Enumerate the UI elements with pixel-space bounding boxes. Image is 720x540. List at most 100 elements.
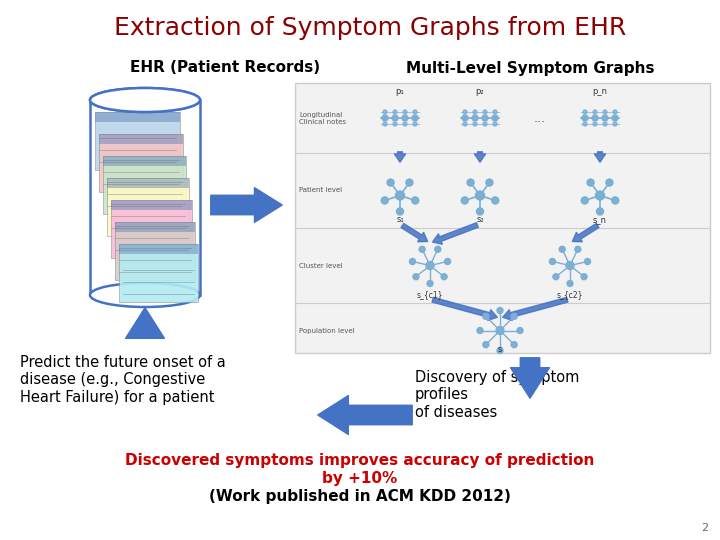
FancyArrowPatch shape (474, 152, 485, 162)
Text: Population level: Population level (299, 327, 355, 334)
Text: ...: ... (534, 111, 546, 125)
Circle shape (511, 342, 517, 348)
Circle shape (511, 313, 517, 319)
Circle shape (413, 274, 419, 280)
Text: Extraction of Symptom Graphs from EHR: Extraction of Symptom Graphs from EHR (114, 16, 626, 40)
Circle shape (496, 327, 504, 334)
Circle shape (413, 110, 417, 114)
Text: s_{c1}: s_{c1} (417, 291, 444, 300)
Text: Longitudinal
Clinical notes: Longitudinal Clinical notes (299, 111, 346, 125)
Circle shape (383, 122, 387, 126)
Circle shape (473, 110, 477, 114)
Bar (107, 178, 189, 188)
Bar (99, 134, 183, 192)
Circle shape (606, 179, 613, 186)
FancyArrowPatch shape (510, 358, 549, 398)
Circle shape (412, 197, 419, 204)
Circle shape (397, 208, 403, 215)
Circle shape (403, 122, 407, 126)
FancyArrowPatch shape (432, 298, 498, 320)
Circle shape (463, 122, 467, 126)
Bar (103, 156, 186, 166)
Circle shape (612, 115, 618, 121)
Circle shape (382, 115, 388, 121)
Circle shape (435, 246, 441, 252)
Bar (103, 156, 186, 214)
Circle shape (567, 280, 573, 287)
FancyArrowPatch shape (503, 298, 568, 320)
Circle shape (419, 246, 426, 252)
Circle shape (393, 110, 397, 114)
FancyArrowPatch shape (401, 224, 428, 242)
Circle shape (612, 197, 618, 204)
Circle shape (387, 179, 394, 186)
Circle shape (596, 208, 603, 215)
Circle shape (613, 110, 617, 114)
Text: s_{c2}: s_{c2} (557, 291, 583, 300)
Circle shape (395, 191, 405, 200)
Text: s_n: s_n (593, 215, 607, 225)
Circle shape (581, 274, 587, 280)
Text: by +10%: by +10% (323, 470, 397, 485)
Circle shape (492, 197, 499, 204)
Text: s₁: s₁ (396, 215, 404, 225)
Bar (115, 222, 195, 232)
Circle shape (593, 110, 597, 114)
FancyArrowPatch shape (395, 152, 405, 162)
FancyArrowPatch shape (433, 222, 478, 244)
Circle shape (549, 259, 555, 265)
Circle shape (472, 115, 478, 121)
Circle shape (441, 274, 447, 280)
Circle shape (582, 115, 588, 121)
Circle shape (497, 348, 503, 354)
Circle shape (493, 110, 497, 114)
Text: s₂: s₂ (476, 215, 484, 225)
Bar (107, 178, 189, 236)
Circle shape (585, 259, 590, 265)
Circle shape (403, 110, 407, 114)
Circle shape (426, 261, 434, 269)
Circle shape (559, 246, 565, 252)
Circle shape (493, 122, 497, 126)
Circle shape (603, 110, 607, 114)
Circle shape (463, 110, 467, 114)
Circle shape (602, 115, 608, 121)
Circle shape (393, 122, 397, 126)
Ellipse shape (90, 283, 200, 307)
Circle shape (603, 122, 607, 126)
Text: Multi-Level Symptom Graphs: Multi-Level Symptom Graphs (406, 60, 654, 76)
Circle shape (592, 115, 598, 121)
Bar (111, 200, 192, 258)
Circle shape (483, 342, 489, 348)
Bar (95, 112, 180, 170)
Text: EHR (Patient Records): EHR (Patient Records) (130, 60, 320, 76)
Text: p₂: p₂ (476, 86, 485, 96)
Circle shape (475, 191, 485, 200)
Circle shape (486, 179, 493, 186)
Text: Patient level: Patient level (299, 187, 342, 193)
Circle shape (392, 115, 398, 121)
Circle shape (575, 246, 581, 252)
Circle shape (383, 110, 387, 114)
Bar (111, 200, 192, 210)
Circle shape (581, 197, 588, 204)
Text: s: s (498, 346, 502, 354)
Circle shape (467, 179, 474, 186)
Bar (115, 222, 195, 280)
Circle shape (595, 191, 605, 200)
Circle shape (483, 122, 487, 126)
Circle shape (613, 122, 617, 126)
Circle shape (593, 122, 597, 126)
Circle shape (517, 327, 523, 334)
Text: Predict the future onset of a
disease (e.g., Congestive
Heart Failure) for a pat: Predict the future onset of a disease (e… (20, 355, 226, 405)
Circle shape (444, 259, 451, 265)
FancyArrowPatch shape (318, 396, 413, 435)
Bar (99, 134, 183, 144)
Circle shape (413, 122, 417, 126)
Text: Cluster level: Cluster level (299, 262, 343, 268)
Circle shape (482, 115, 488, 121)
Circle shape (483, 110, 487, 114)
Bar (119, 244, 198, 302)
Bar (295, 83, 710, 353)
FancyArrowPatch shape (125, 308, 164, 339)
